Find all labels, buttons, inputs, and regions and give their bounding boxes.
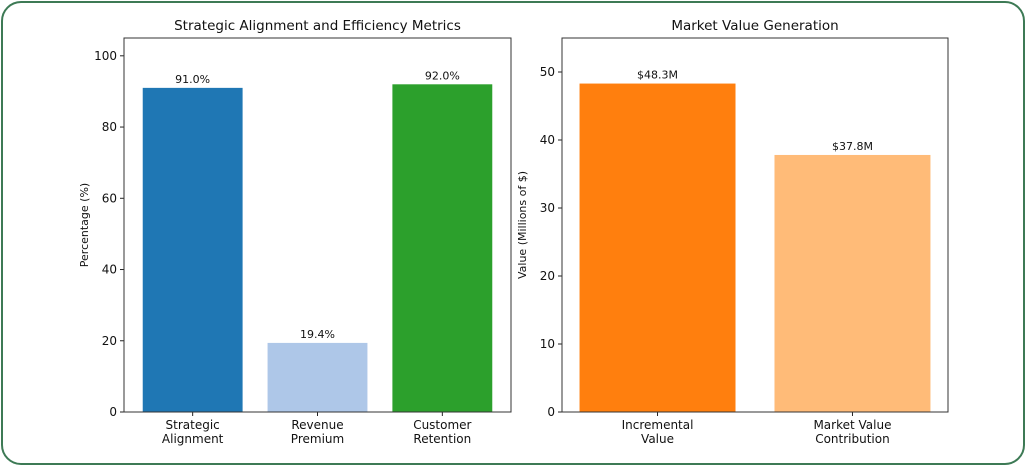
x-tick-label-line: Premium — [291, 432, 344, 446]
chart-title: Strategic Alignment and Efficiency Metri… — [174, 18, 461, 34]
bar — [267, 342, 368, 412]
x-tick-label: Market Value Contribution — [813, 418, 891, 446]
y-axis-label: Percentage (%) — [78, 183, 91, 267]
y-tick-label: 30 — [540, 201, 555, 215]
x-tick-label: Strategic Alignment — [162, 418, 224, 446]
y-tick-label: 50 — [540, 65, 555, 79]
x-tick-label: Customer Retention — [413, 418, 471, 446]
x-tick-label-line: Incremental — [622, 418, 694, 432]
y-tick-label: 100 — [94, 49, 117, 63]
axes-frame — [123, 37, 512, 413]
data-label: 92.0% — [425, 69, 460, 82]
chart-2: $48.3M Incremental Value $37.8M Market Value… — [516, 18, 949, 446]
y-tick-label: 40 — [102, 263, 117, 277]
x-tick-label-line: Value — [641, 432, 674, 446]
x-tick-label-line: Alignment — [162, 432, 224, 446]
y-tick-label: 20 — [540, 269, 555, 283]
x-tick-label-line: Contribution — [815, 432, 890, 446]
bar — [579, 83, 736, 412]
x-tick-label-line: Strategic — [166, 418, 220, 432]
bar — [774, 154, 931, 412]
x-tick-label-line: Revenue — [291, 418, 343, 432]
y-tick-label: 0 — [109, 405, 117, 419]
data-label: $48.3M — [637, 69, 678, 82]
x-tick-label: Incremental Value — [622, 418, 694, 446]
x-tick-label: Revenue Premium — [291, 418, 344, 446]
chart-title: Market Value Generation — [671, 18, 838, 34]
y-tick-label: 40 — [540, 133, 555, 147]
chart-1: 91.0% Strategic Alignment 19.4% Revenue Premi… — [78, 18, 512, 446]
data-label: 19.4% — [300, 328, 335, 341]
bar — [142, 87, 243, 412]
y-axis-label: Value (Millions of $) — [516, 171, 529, 279]
y-tick-label: 20 — [102, 334, 117, 348]
data-label: $37.8M — [832, 140, 873, 153]
axes-frame — [561, 37, 949, 413]
x-tick-label-line: Customer — [413, 418, 471, 432]
x-tick-label-line: Market Value — [813, 418, 891, 432]
y-tick-label: 0 — [547, 405, 555, 419]
data-label: 91.0% — [175, 73, 210, 86]
y-tick-label: 80 — [102, 120, 117, 134]
y-tick-label: 60 — [102, 191, 117, 205]
x-tick-label-line: Retention — [413, 432, 471, 446]
bar — [392, 84, 493, 413]
y-tick-label: 10 — [540, 337, 555, 351]
